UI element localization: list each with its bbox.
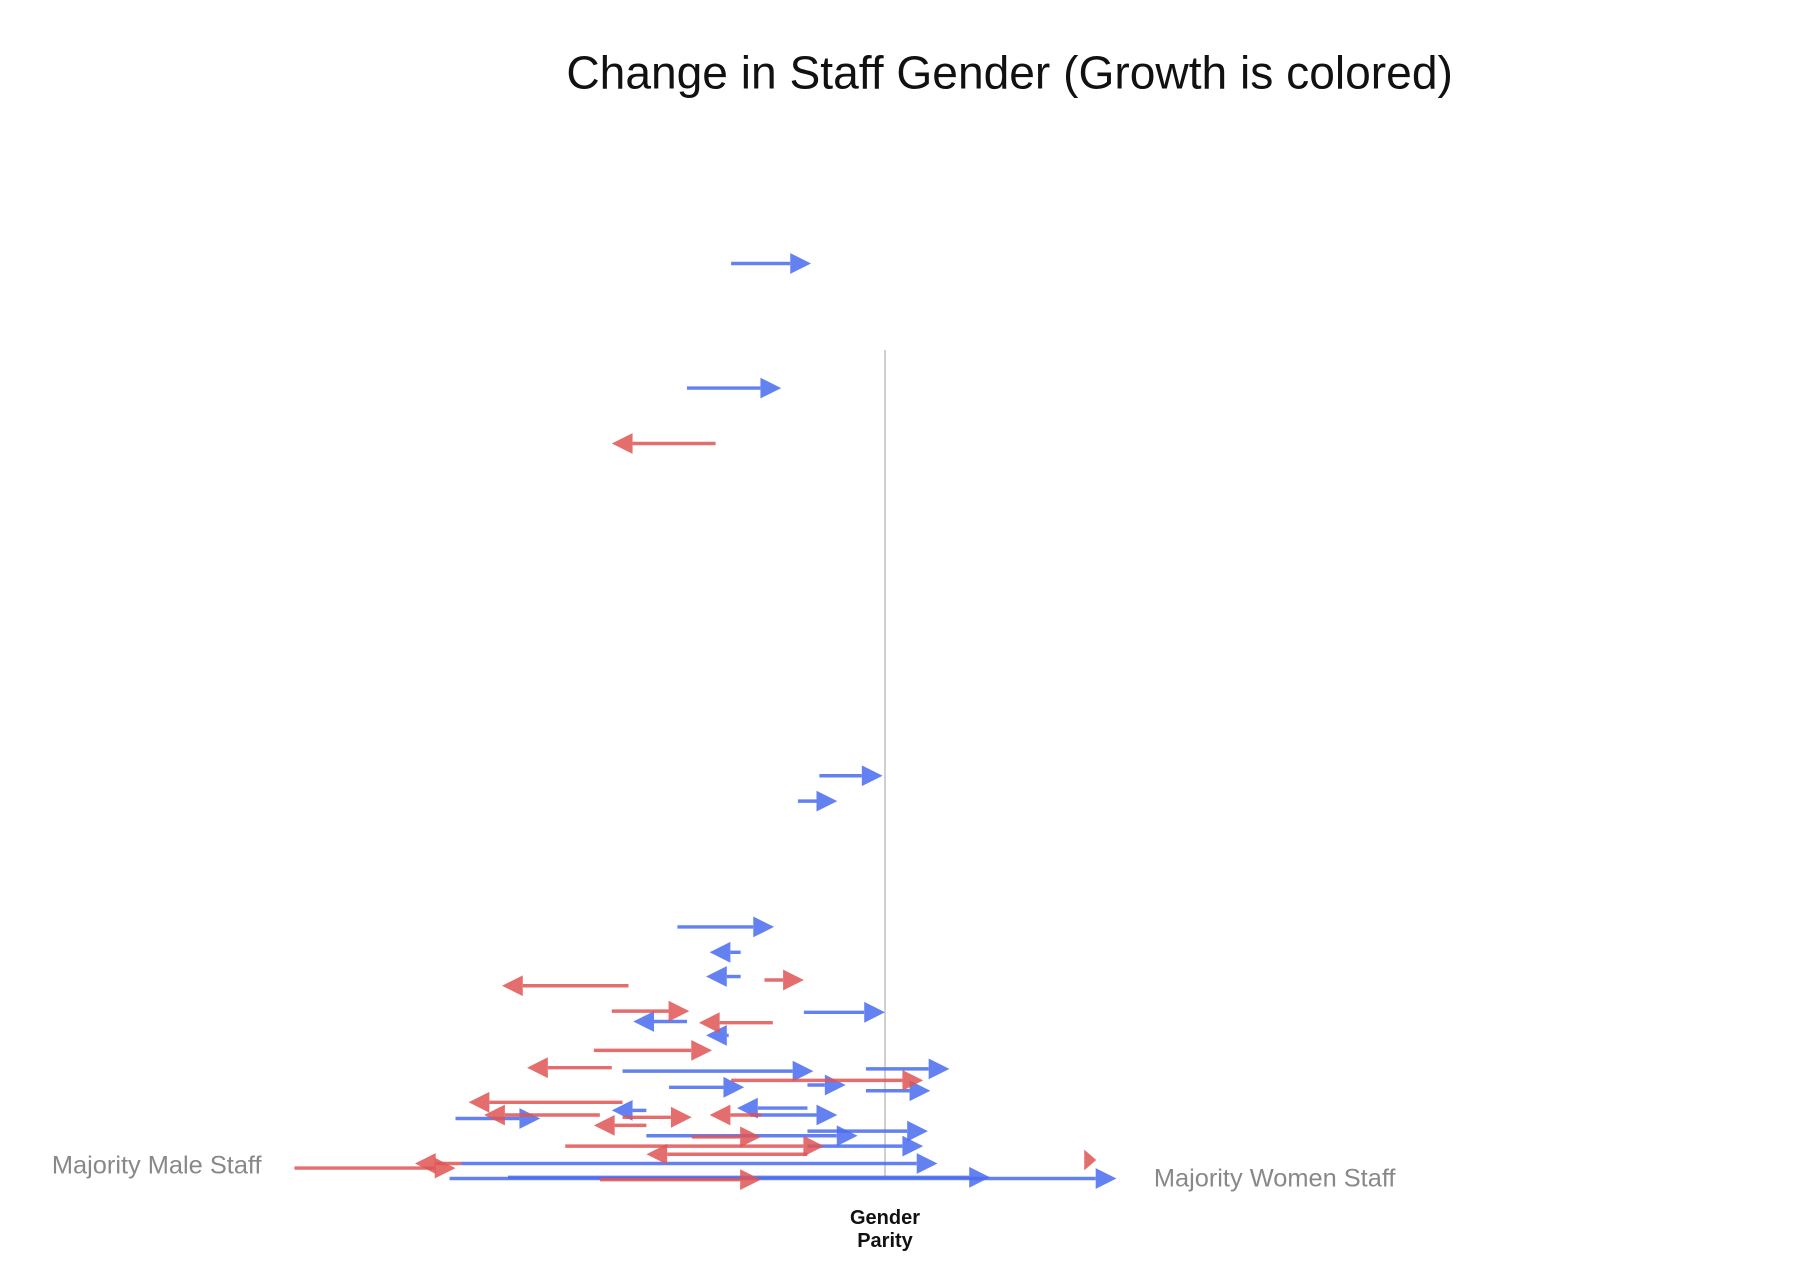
arrow <box>709 941 741 963</box>
arrow-head <box>816 1104 838 1126</box>
arrow <box>764 969 804 991</box>
parity-label: Gender Parity <box>849 1206 921 1252</box>
arrow-head <box>824 1074 846 1096</box>
arrow-head <box>723 1076 745 1098</box>
arrow <box>484 1104 600 1126</box>
arrow <box>502 975 629 997</box>
arrow <box>706 1025 729 1046</box>
arrow-head <box>907 1120 928 1142</box>
arrow-head <box>611 433 633 454</box>
arrow <box>593 1115 647 1136</box>
arrow-head <box>803 1135 825 1157</box>
arrow-head <box>836 1125 858 1147</box>
arrow <box>622 1106 692 1128</box>
arrow <box>507 1166 990 1188</box>
arrow <box>819 765 883 787</box>
arrow-head <box>593 1115 615 1136</box>
arrow-head <box>916 1153 938 1174</box>
arrow-head <box>670 1106 692 1128</box>
arrow-head <box>502 975 523 997</box>
arrow-head <box>706 966 727 987</box>
arrow <box>622 1060 814 1082</box>
arrow-head <box>902 1070 924 1091</box>
arrow-head <box>706 1025 727 1046</box>
arrow <box>807 1074 846 1096</box>
arrow <box>807 1120 928 1142</box>
arrow <box>865 1080 931 1102</box>
arrow <box>731 1070 924 1091</box>
arrow <box>646 1143 808 1165</box>
arrow <box>807 1135 924 1157</box>
arrow-head <box>1095 1168 1117 1189</box>
arrow <box>461 1153 938 1174</box>
arrow <box>750 1104 838 1126</box>
arrow-head <box>753 916 775 938</box>
arrow <box>633 1011 687 1032</box>
arrow <box>527 1057 612 1079</box>
arrow <box>803 1001 885 1023</box>
arrow-head <box>790 253 812 274</box>
arrow <box>468 1091 623 1113</box>
arrow-head <box>709 1104 731 1126</box>
arrow <box>669 1076 745 1098</box>
arrow <box>593 1040 713 1061</box>
arrow <box>1084 1149 1097 1171</box>
arrow <box>414 1153 462 1174</box>
arrow-head <box>969 1166 990 1188</box>
arrow-head <box>909 1080 931 1102</box>
arrow-head <box>783 969 804 991</box>
arrow-head <box>861 765 883 787</box>
arrow-head <box>864 1001 885 1023</box>
right-label: Majority Women Staff <box>1154 1164 1397 1192</box>
arrow <box>691 1126 761 1148</box>
arrow-head <box>816 790 838 812</box>
arrow <box>865 1058 950 1080</box>
left-label: Majority Male Staff <box>52 1152 263 1180</box>
arrow-head <box>668 1000 690 1022</box>
arrow <box>709 1104 761 1126</box>
arrow <box>686 377 782 399</box>
arrow-head <box>709 941 731 963</box>
arrow-head <box>468 1091 490 1113</box>
arrow-head <box>760 377 782 399</box>
arrow-head <box>646 1143 668 1165</box>
arrow-head <box>698 1012 720 1034</box>
arrow-head <box>740 1126 761 1148</box>
arrow <box>706 966 741 987</box>
arrow <box>698 1012 773 1034</box>
arrow-head <box>902 1135 924 1157</box>
arrow <box>565 1135 825 1157</box>
arrow-head <box>1084 1149 1097 1171</box>
arrow-head <box>484 1104 505 1126</box>
arrow-head <box>434 1157 456 1179</box>
arrow <box>611 433 716 454</box>
arrow-head <box>633 1011 655 1032</box>
arrow-head <box>792 1060 814 1082</box>
arrow-head <box>414 1153 436 1174</box>
arrow-head <box>691 1040 713 1061</box>
arrow <box>611 1000 690 1022</box>
arrow-head <box>928 1058 950 1080</box>
arrow <box>599 1169 761 1190</box>
arrow-head <box>527 1057 548 1079</box>
chart-title: Change in Staff Gender (Growth is colore… <box>566 47 1453 99</box>
arrow <box>797 790 838 812</box>
arrow <box>731 253 812 274</box>
arrow-head <box>519 1108 541 1129</box>
arrow <box>677 916 775 938</box>
arrow-head <box>740 1169 761 1190</box>
